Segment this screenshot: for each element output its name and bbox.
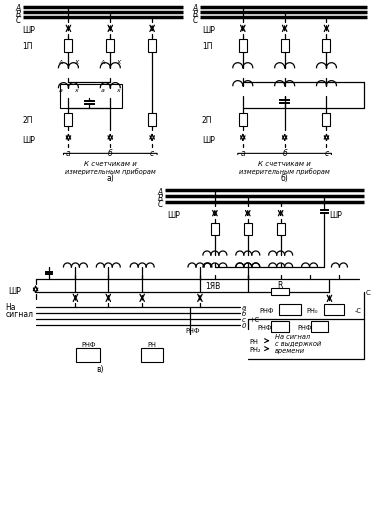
Text: ШР: ШР: [202, 136, 215, 145]
Text: A: A: [193, 5, 198, 13]
Text: К счетчикам и: К счетчикам и: [84, 161, 136, 167]
Bar: [322, 114, 330, 127]
Text: 1П: 1П: [202, 42, 213, 51]
Bar: [271, 289, 289, 296]
Text: C: C: [15, 16, 21, 25]
Bar: [271, 322, 289, 332]
Text: сигнал: сигнал: [6, 309, 34, 319]
Text: РН₂: РН₂: [250, 346, 261, 352]
Bar: [106, 40, 114, 53]
Text: B: B: [15, 10, 21, 19]
Bar: [310, 322, 328, 332]
Bar: [277, 223, 285, 236]
Text: с выдержкой: с выдержкой: [274, 340, 321, 346]
Bar: [322, 40, 330, 53]
Text: РН₀: РН₀: [306, 307, 318, 313]
Bar: [60, 84, 122, 108]
Text: РНФ: РНФ: [298, 324, 312, 330]
Text: c: c: [324, 149, 328, 158]
Text: X: X: [74, 60, 79, 65]
Text: времени: времени: [274, 347, 304, 353]
Text: б: б: [282, 149, 287, 158]
Text: -С: -С: [354, 307, 362, 313]
Text: С: С: [365, 289, 370, 295]
Text: б): б): [281, 174, 288, 182]
Text: 1П: 1П: [22, 42, 33, 51]
Bar: [280, 40, 289, 53]
Text: измерительным приборам: измерительным приборам: [239, 167, 330, 175]
Text: A: A: [158, 187, 163, 196]
Text: ШР: ШР: [167, 210, 180, 219]
Bar: [64, 114, 72, 127]
Text: x: x: [74, 88, 78, 93]
Text: ШР: ШР: [9, 287, 21, 296]
Text: 1ЯВ: 1ЯВ: [205, 282, 220, 291]
Text: РНФ: РНФ: [81, 341, 96, 347]
Text: измерительным приборам: измерительным приборам: [65, 167, 156, 175]
Text: РНФ: РНФ: [185, 327, 200, 333]
Text: ШР: ШР: [330, 210, 342, 219]
Text: a: a: [66, 149, 71, 158]
Text: a: a: [58, 88, 63, 93]
Text: c: c: [242, 316, 246, 322]
Text: B: B: [193, 10, 198, 19]
Text: 0: 0: [242, 322, 246, 328]
Text: в): в): [97, 364, 104, 373]
Text: a: a: [240, 149, 245, 158]
Text: На: На: [6, 303, 16, 312]
Text: X: X: [116, 60, 120, 65]
Text: x: x: [116, 88, 120, 93]
Text: R: R: [277, 281, 282, 290]
Text: A: A: [58, 60, 63, 65]
Text: ШР: ШР: [22, 136, 36, 145]
Text: РН: РН: [148, 341, 157, 347]
Bar: [211, 223, 219, 236]
Bar: [64, 40, 72, 53]
Text: +С: +С: [250, 316, 260, 322]
Bar: [76, 348, 101, 362]
Text: б: б: [242, 310, 246, 316]
Text: B: B: [158, 193, 163, 202]
Bar: [148, 114, 156, 127]
Bar: [324, 305, 344, 316]
Bar: [239, 114, 247, 127]
Text: c: c: [150, 149, 154, 158]
Text: а): а): [106, 174, 114, 182]
Bar: [141, 348, 163, 362]
Bar: [239, 40, 247, 53]
Text: ШР: ШР: [202, 26, 215, 35]
Text: 2П: 2П: [22, 116, 33, 125]
Text: РНФ: РНФ: [258, 324, 272, 330]
Text: A: A: [100, 60, 104, 65]
Text: a: a: [242, 304, 246, 310]
Bar: [279, 305, 301, 316]
Text: A: A: [15, 5, 21, 13]
Text: На сигнал: На сигнал: [274, 333, 310, 339]
Text: C: C: [158, 200, 163, 208]
Text: a: a: [100, 88, 104, 93]
Bar: [148, 40, 156, 53]
Text: РН: РН: [250, 338, 259, 344]
Text: РНФ: РНФ: [260, 307, 274, 313]
Text: ШР: ШР: [22, 26, 36, 35]
Text: C: C: [193, 16, 198, 25]
Text: 2П: 2П: [202, 116, 213, 125]
Text: б: б: [108, 149, 112, 158]
Text: К счетчикам и: К счетчикам и: [258, 161, 311, 167]
Bar: [244, 223, 252, 236]
